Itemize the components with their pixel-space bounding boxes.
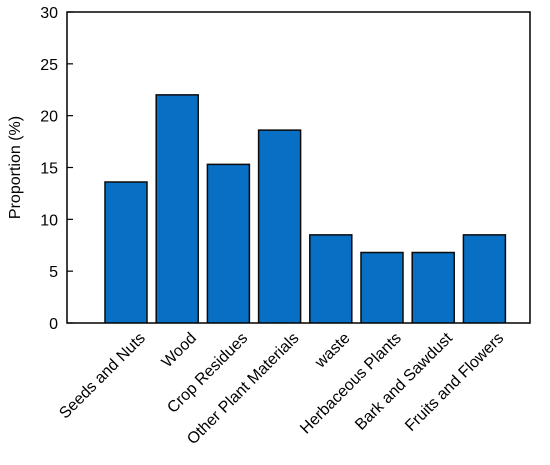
- bar-fill-6: [412, 252, 455, 323]
- bar-6: [411, 251, 455, 323]
- bar-3: [257, 129, 302, 323]
- x-tick-label-4: waste: [311, 330, 353, 372]
- y-tick-label-0: 0: [49, 316, 58, 333]
- bars-group: [104, 94, 507, 323]
- bar-edge-4: [309, 234, 353, 323]
- bar-fill-5: [361, 252, 403, 323]
- bar-edge-7: [462, 234, 507, 323]
- bar-edge-5: [360, 251, 404, 323]
- bar-fill-0: [105, 182, 147, 323]
- x-tick-label-5: Herbaceous Plants: [297, 330, 405, 438]
- bar-fill-3: [258, 130, 301, 323]
- bar-1: [155, 94, 199, 323]
- bar-edge-2: [206, 163, 251, 323]
- y-tick-label-5: 25: [40, 57, 58, 74]
- x-tick-label-7: Fruits and Flowers: [402, 330, 507, 435]
- bar-fill-7: [463, 234, 506, 323]
- bar-2: [206, 163, 251, 323]
- x-tick-label-0: Seeds and Nuts: [56, 330, 149, 423]
- bar-fill-2: [207, 164, 250, 323]
- bar-0: [104, 181, 148, 323]
- bar-edge-3: [257, 129, 302, 323]
- bar-fill-4: [309, 234, 352, 323]
- y-axis: 0 5 10 15 20 25 30: [40, 5, 73, 333]
- y-tick-label-6: 30: [40, 5, 58, 22]
- y-tick-label-4: 20: [40, 109, 58, 126]
- y-tick-label-2: 10: [40, 212, 58, 229]
- bar-edge-0: [104, 181, 148, 323]
- bar-7: [462, 234, 507, 323]
- y-tick-label-3: 15: [40, 161, 58, 178]
- bar-edge-1: [155, 94, 199, 323]
- y-axis-title: Proportion (%): [7, 116, 24, 219]
- bar-4: [309, 234, 353, 323]
- plot-frame: [66, 11, 531, 324]
- y-tick-label-1: 5: [49, 264, 58, 281]
- bar-5: [360, 251, 404, 323]
- x-tick-label-6: Bark and Sawdust: [352, 329, 456, 433]
- bar-fill-1: [156, 94, 199, 323]
- x-tick-label-1: Wood: [159, 330, 200, 371]
- bar-edge-6: [411, 251, 455, 323]
